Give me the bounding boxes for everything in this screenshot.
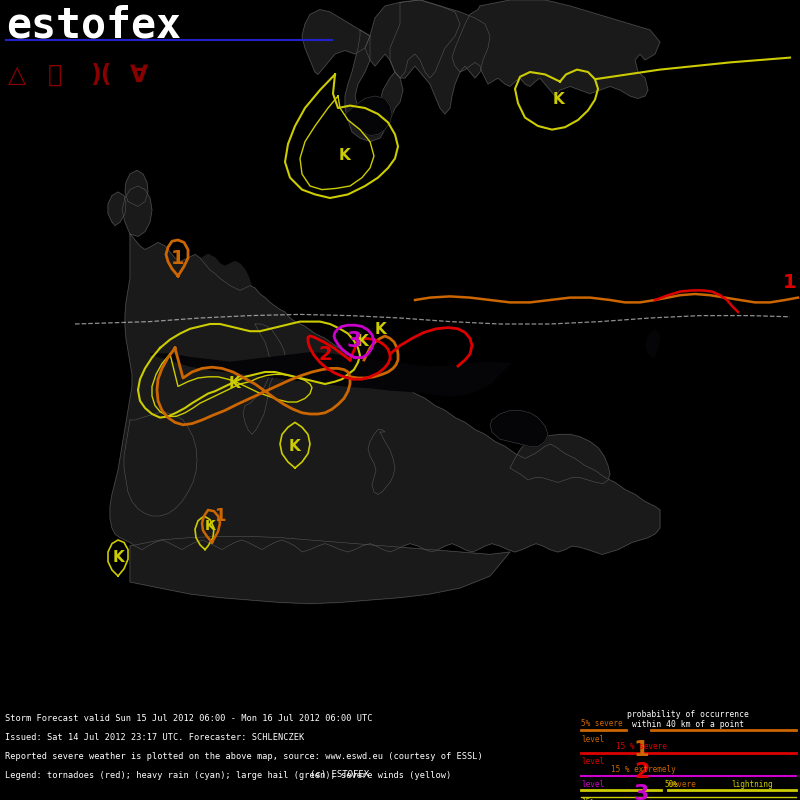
Text: level: level	[581, 735, 604, 744]
Text: 15 % extremely: 15 % extremely	[611, 765, 676, 774]
Text: K: K	[112, 550, 124, 566]
Text: 1: 1	[171, 249, 185, 267]
Text: △: △	[8, 63, 26, 87]
Polygon shape	[124, 413, 197, 516]
Text: 5% severe: 5% severe	[581, 719, 622, 728]
Text: 50%: 50%	[664, 780, 678, 789]
Text: Reported severe weather is plotted on the above map, source: www.eswd.eu (courte: Reported severe weather is plotted on th…	[5, 752, 482, 761]
Polygon shape	[490, 410, 548, 446]
Text: Ꞵ: Ꞵ	[48, 63, 62, 87]
Text: (c) ESTOFEX: (c) ESTOFEX	[310, 770, 369, 779]
Polygon shape	[345, 96, 392, 135]
Text: probability of occurrence
within 40 km of a point: probability of occurrence within 40 km o…	[627, 710, 749, 730]
Text: Storm Forecast valid Sun 15 Jul 2012 06:00 - Mon 16 Jul 2012 06:00 UTC: Storm Forecast valid Sun 15 Jul 2012 06:…	[5, 714, 373, 723]
Text: level: level	[581, 757, 604, 766]
Polygon shape	[125, 170, 148, 206]
Text: Issued: Sat 14 Jul 2012 23:17 UTC. Forecaster: SCHLENCZEK: Issued: Sat 14 Jul 2012 23:17 UTC. Forec…	[5, 733, 304, 742]
Polygon shape	[150, 353, 510, 396]
Polygon shape	[130, 536, 510, 604]
Polygon shape	[302, 10, 370, 74]
Polygon shape	[390, 0, 490, 114]
Text: 1: 1	[634, 740, 650, 760]
Text: K: K	[552, 92, 564, 107]
Polygon shape	[243, 324, 285, 434]
Text: K: K	[356, 334, 368, 350]
Text: Legend: tornadoes (red); heavy rain (cyan); large hail (green); severe winds (ye: Legend: tornadoes (red); heavy rain (cya…	[5, 771, 451, 780]
Text: K: K	[374, 322, 386, 338]
Polygon shape	[152, 254, 256, 342]
Text: K: K	[229, 377, 241, 391]
Text: 3: 3	[634, 784, 650, 800]
Polygon shape	[122, 186, 152, 237]
Text: )(: )(	[90, 63, 111, 87]
Text: 1: 1	[783, 273, 797, 291]
Text: level: level	[581, 780, 604, 789]
Polygon shape	[365, 0, 460, 78]
Text: K: K	[339, 149, 351, 163]
Text: lightning: lightning	[731, 780, 773, 789]
Text: 2: 2	[318, 345, 332, 363]
Text: severe: severe	[668, 780, 696, 789]
Text: K: K	[205, 518, 215, 533]
Polygon shape	[108, 192, 126, 226]
Polygon shape	[510, 434, 610, 483]
Text: 3: 3	[346, 331, 362, 350]
Text: K: K	[289, 439, 301, 454]
Text: 15%: 15%	[581, 798, 595, 800]
Text: 1: 1	[214, 507, 226, 525]
Polygon shape	[345, 30, 403, 142]
Polygon shape	[110, 234, 660, 554]
Text: estofex: estofex	[6, 4, 182, 46]
Polygon shape	[452, 0, 660, 98]
Polygon shape	[646, 330, 660, 358]
Text: 2: 2	[634, 762, 650, 782]
Polygon shape	[368, 430, 395, 494]
Text: ∀: ∀	[130, 63, 148, 87]
Text: 15 % severe: 15 % severe	[616, 742, 667, 751]
